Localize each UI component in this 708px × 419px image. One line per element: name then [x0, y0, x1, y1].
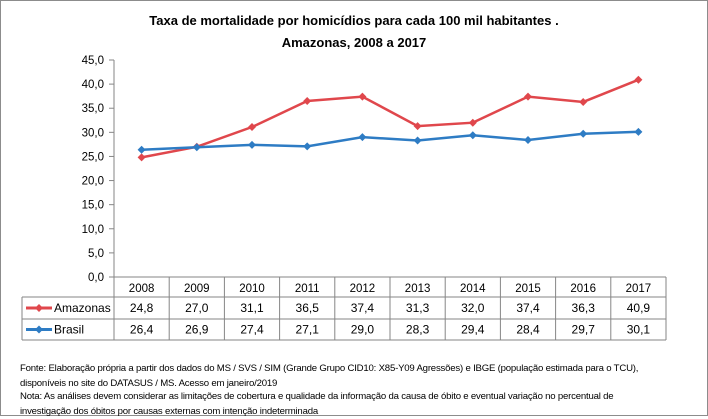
legend-label: Brasil — [54, 323, 84, 337]
legend-label: Amazonas — [54, 301, 111, 315]
data-point — [413, 136, 422, 145]
x-tick-label: 2014 — [460, 283, 486, 295]
y-tick-label: 30,0 — [82, 127, 104, 139]
data-point — [137, 145, 146, 154]
data-point — [137, 153, 146, 162]
table-cell: 29,7 — [572, 323, 596, 337]
data-point — [358, 92, 367, 101]
x-tick-label: 2013 — [405, 283, 431, 295]
table-cell: 26,9 — [185, 323, 209, 337]
table-cell: 31,3 — [406, 301, 430, 315]
x-tick-label: 2011 — [295, 283, 320, 295]
data-point — [358, 133, 367, 142]
legend-marker — [35, 304, 43, 312]
table-cell: 26,4 — [130, 323, 154, 337]
note-line: Nota: As análises devem considerar as li… — [20, 391, 614, 402]
data-point — [634, 127, 643, 136]
table-cell: 37,4 — [516, 301, 540, 315]
note: Nota: As análises devem considerar as li… — [20, 389, 614, 419]
data-point — [248, 123, 256, 132]
y-tick-label: 25,0 — [82, 151, 104, 163]
data-point — [579, 97, 588, 106]
table-cell: 29,4 — [461, 323, 485, 337]
data-point — [579, 129, 588, 138]
table-cell: 27,1 — [296, 323, 320, 337]
table-cell: 28,4 — [516, 323, 540, 337]
table-cell: 40,9 — [627, 301, 651, 315]
data-point — [468, 118, 477, 127]
y-tick-label: 45,0 — [82, 55, 104, 67]
chart-title: Taxa de mortalidade por homicídios para … — [149, 13, 558, 28]
series-line-amazonas — [141, 78, 639, 159]
table-cell: 37,4 — [351, 301, 375, 315]
source-line: Fonte: Elaboração própria a partir dos d… — [20, 363, 639, 374]
table-cell: 28,3 — [406, 323, 430, 337]
x-tick-label: 2017 — [626, 283, 652, 295]
y-tick-label: 20,0 — [82, 176, 104, 188]
data-point — [524, 92, 532, 101]
x-tick-label: 2008 — [129, 283, 155, 295]
x-tick-label: 2016 — [570, 283, 596, 295]
table-cell: 29,0 — [351, 323, 375, 337]
table-cell: 36,5 — [296, 301, 320, 315]
source-line: disponíveis no site do DATASUS / MS. Ace… — [20, 378, 278, 389]
series-line-brasil — [141, 130, 639, 151]
table-cell: 27,4 — [240, 323, 264, 337]
chart-subtitle: Amazonas, 2008 a 2017 — [282, 35, 427, 50]
table-cell: 24,8 — [130, 301, 154, 315]
table-cell: 32,0 — [461, 301, 485, 315]
y-tick-label: 35,0 — [82, 103, 104, 115]
table-cell: 31,1 — [240, 301, 264, 315]
y-tick-label: 15,0 — [82, 200, 104, 212]
table-cell: 36,3 — [572, 301, 596, 315]
y-tick-label: 40,0 — [82, 79, 104, 91]
data-point — [192, 143, 201, 152]
x-tick-label: 2012 — [350, 283, 376, 295]
data-point — [413, 122, 422, 131]
source-note: Fonte: Elaboração própria a partir dos d… — [20, 361, 638, 391]
data-point — [524, 136, 532, 145]
data-point — [303, 96, 312, 105]
y-tick-label: 0,0 — [88, 272, 104, 284]
note-line: investigação dos óbitos por causas exter… — [20, 406, 318, 417]
data-point — [303, 142, 312, 151]
x-tick-label: 2015 — [515, 283, 541, 295]
data-point — [468, 131, 477, 140]
x-tick-label: 2009 — [184, 283, 210, 295]
y-tick-label: 5,0 — [88, 248, 104, 260]
x-tick-label: 2010 — [239, 283, 265, 295]
legend-marker — [35, 325, 43, 334]
data-point — [634, 75, 643, 84]
table-cell: 30,1 — [627, 323, 651, 337]
data-point — [248, 140, 256, 149]
y-tick-label: 10,0 — [82, 224, 104, 236]
table-cell: 27,0 — [185, 301, 209, 315]
